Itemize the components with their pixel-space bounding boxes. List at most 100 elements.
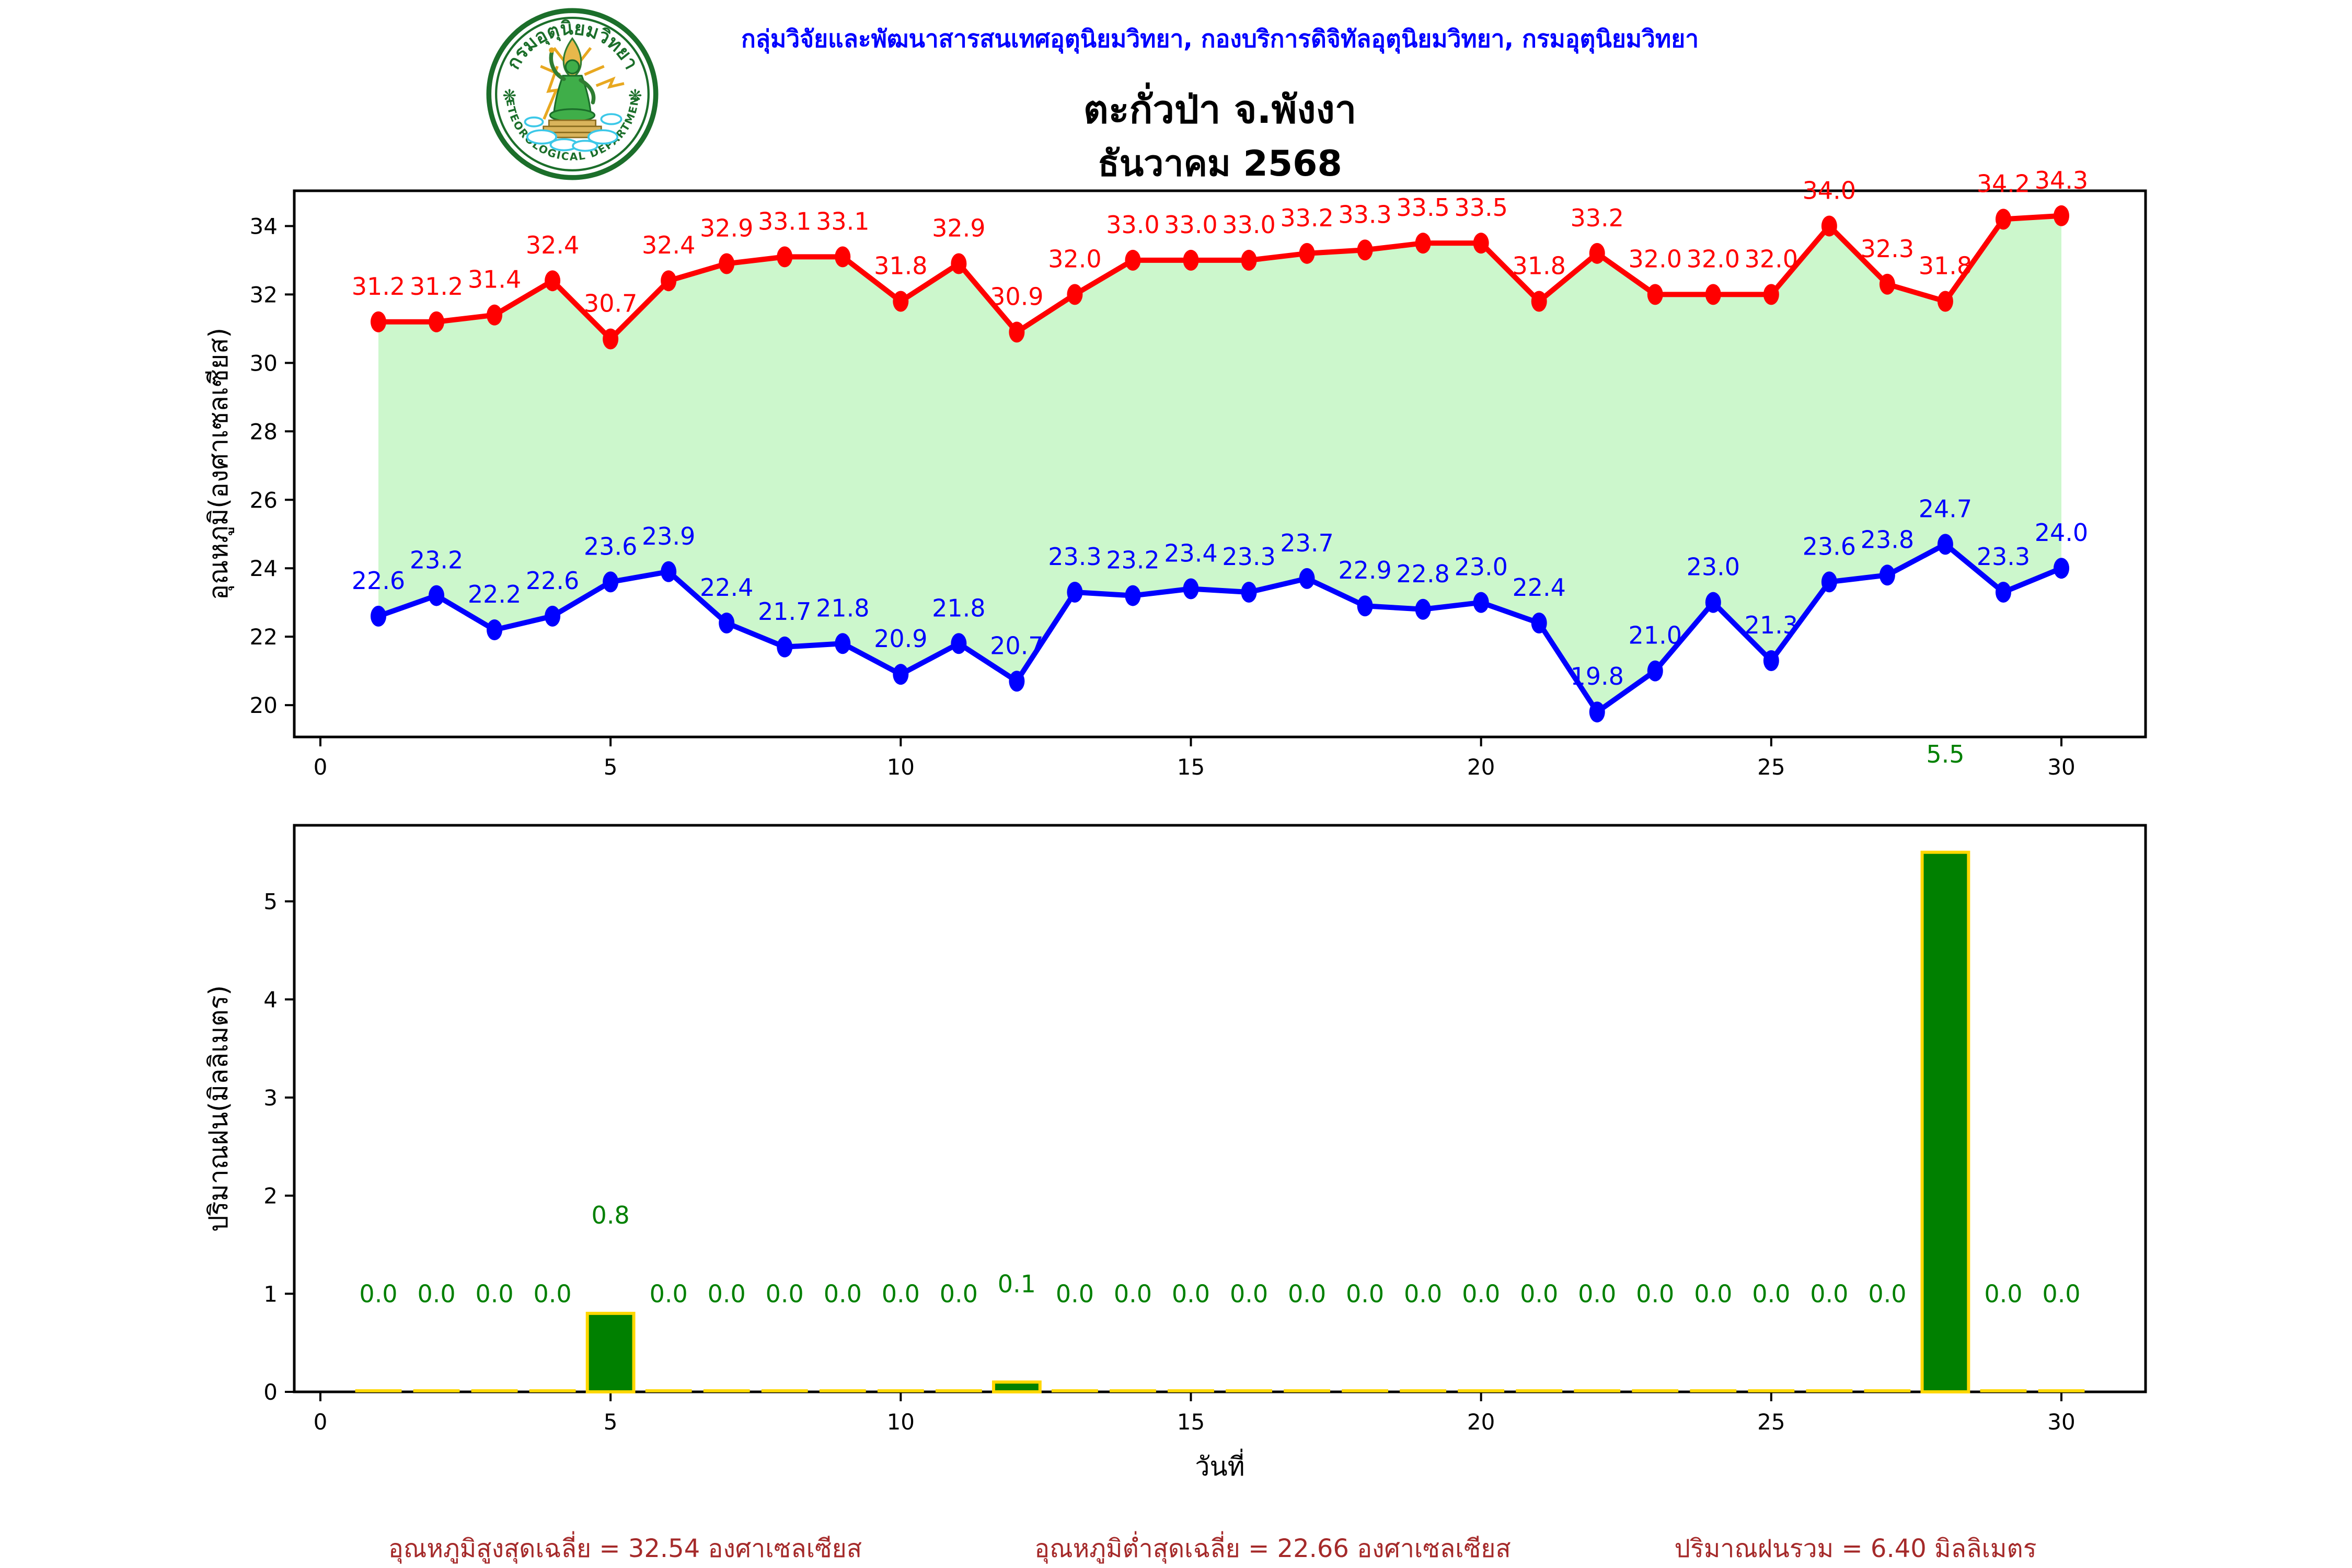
min_temp-label: 24.7 [1919, 494, 1972, 523]
x-tick-label: 0 [314, 1409, 328, 1435]
min_temp-label: 22.4 [1512, 573, 1565, 602]
x-tick-label: 15 [1177, 754, 1205, 780]
min_temp-marker [1995, 582, 2011, 603]
max_temp-marker [603, 328, 619, 350]
max_temp-label: 32.0 [1048, 245, 1101, 273]
max_temp-label: 32.4 [642, 231, 695, 259]
max_temp-label: 33.0 [1164, 211, 1217, 239]
min_temp-marker [1009, 671, 1025, 692]
logo-clouds-icon [524, 113, 622, 152]
min_temp-label: 21.7 [758, 597, 811, 626]
max_temp-marker [1589, 243, 1605, 264]
x-tick-label: 0 [314, 754, 328, 780]
min_temp-marker [1705, 592, 1721, 613]
rain-bar-label: 0.0 [1404, 1279, 1442, 1308]
x-tick-label: 20 [1467, 754, 1495, 780]
rain-bar-label: 0.0 [1520, 1279, 1558, 1308]
rain-bar-label: 0.0 [1288, 1279, 1326, 1308]
y-tick-label: 20 [250, 693, 278, 718]
rain-bar [1920, 850, 1970, 1393]
x-tick-label: 20 [1467, 1409, 1495, 1435]
plot-border-1 [293, 824, 2147, 1393]
min_temp-label: 22.4 [700, 573, 753, 602]
max_temp-marker [1473, 233, 1489, 254]
min_temp-marker [893, 664, 909, 685]
min_temp-label: 19.8 [1571, 662, 1624, 690]
org-line: กลุ่มวิจัยและพัฒนาสารสนเทศอุตุนิยมวิทยา,… [741, 25, 1699, 53]
max_temp-marker [1531, 291, 1547, 312]
min_temp-marker [1299, 568, 1315, 589]
stat-max-avg-temp: อุณหภูมิสูงสุดเฉลี่ย = 32.54 องศาเซลเซีย… [388, 1534, 862, 1563]
y-tick-label: 5 [263, 889, 278, 914]
min_temp-label: 21.8 [932, 594, 985, 622]
rain-bar-label: 0.0 [1230, 1279, 1268, 1308]
tmd-logo: กรมอุตุนิยมวิทยา METEOROLOGICAL DEPARTME… [486, 8, 659, 180]
max_temp-marker [1995, 209, 2011, 230]
min_temp-label: 21.3 [1745, 611, 1798, 639]
min_temp-marker [603, 571, 619, 593]
min_temp-marker [1473, 592, 1489, 613]
rain-bar [585, 1311, 636, 1393]
x-tick-label: 30 [2047, 754, 2075, 780]
min_temp-marker [661, 561, 677, 582]
max_temp-marker [1241, 249, 1257, 271]
max_temp-label: 30.9 [990, 282, 1043, 310]
max_temp-marker [1067, 284, 1083, 305]
y-tick-label: 34 [250, 213, 278, 239]
min_temp-marker [487, 619, 503, 641]
min_temp-label: 23.7 [1280, 529, 1333, 557]
max_temp-label: 31.2 [352, 272, 405, 301]
max_temp-marker [1821, 215, 1837, 237]
y-tick-label: 26 [250, 487, 278, 513]
rain-bar [991, 1380, 1042, 1394]
y-tick-label: 1 [263, 1281, 278, 1307]
x-tick-label: 30 [2047, 1409, 2075, 1435]
max_temp-label: 30.7 [584, 290, 637, 318]
stat-min-avg-temp: อุณหภูมิต่ำสุดเฉลี่ย = 22.66 องศาเซลเซีย… [1034, 1534, 1511, 1563]
min_temp-label: 23.6 [584, 532, 637, 560]
min_temp-marker [1879, 564, 1895, 586]
max_temp-label: 32.9 [700, 214, 753, 242]
max_temp-label: 34.3 [2035, 166, 2088, 194]
min_temp-label: 21.0 [1629, 621, 1682, 650]
max_temp-marker [1705, 284, 1721, 305]
max_temp-label: 33.1 [816, 207, 869, 235]
min_temp-marker [719, 612, 735, 633]
x-tick-label: 5 [604, 1409, 618, 1435]
rain-bar-label: 0.1 [998, 1270, 1036, 1298]
page-title: ตะกั่วป่า จ.พังงา [1083, 87, 1357, 132]
min_temp-marker [371, 605, 386, 627]
rain-bar-label: 0.0 [824, 1279, 862, 1308]
page-subtitle: ธันวาคม 2568 [1098, 143, 1342, 185]
y-tick-label: 4 [263, 987, 278, 1012]
max_temp-marker [777, 246, 793, 268]
plot-border-0 [293, 189, 2147, 739]
min_temp-label: 23.3 [1048, 543, 1101, 571]
min_temp-label: 23.6 [1803, 532, 1856, 560]
max_temp-marker [487, 304, 503, 326]
min_temp-marker [2054, 558, 2069, 579]
rain-bar-label: 0.0 [1346, 1279, 1384, 1308]
min_temp-marker [1241, 582, 1257, 603]
min_temp-marker [1763, 650, 1779, 671]
logo-right-star-icon: ❋ [628, 86, 642, 106]
rain-bar-label: 0.8 [592, 1201, 630, 1229]
rain-bar-label: 0.0 [1694, 1279, 1732, 1308]
max_temp-label: 31.8 [874, 251, 927, 280]
rain-bar-label: 0.0 [1172, 1279, 1210, 1308]
min_temp-label: 21.8 [816, 594, 869, 622]
y-tick-label: 22 [250, 624, 278, 650]
max_temp-label: 33.5 [1396, 193, 1449, 222]
max_temp-label: 33.2 [1571, 204, 1624, 232]
y-tick-label: 0 [263, 1379, 278, 1405]
y-tick-label: 3 [263, 1085, 278, 1111]
rain-bar-label: 0.0 [650, 1279, 688, 1308]
y-tick-label: 2 [263, 1183, 278, 1209]
x-tick-label: 25 [1757, 754, 1785, 780]
max_temp-marker [951, 253, 967, 274]
max_temp-label: 32.9 [932, 214, 985, 242]
min_temp-label: 23.8 [1861, 525, 1914, 554]
max_temp-marker [893, 291, 909, 312]
rain-bar-label: 0.0 [882, 1279, 920, 1308]
